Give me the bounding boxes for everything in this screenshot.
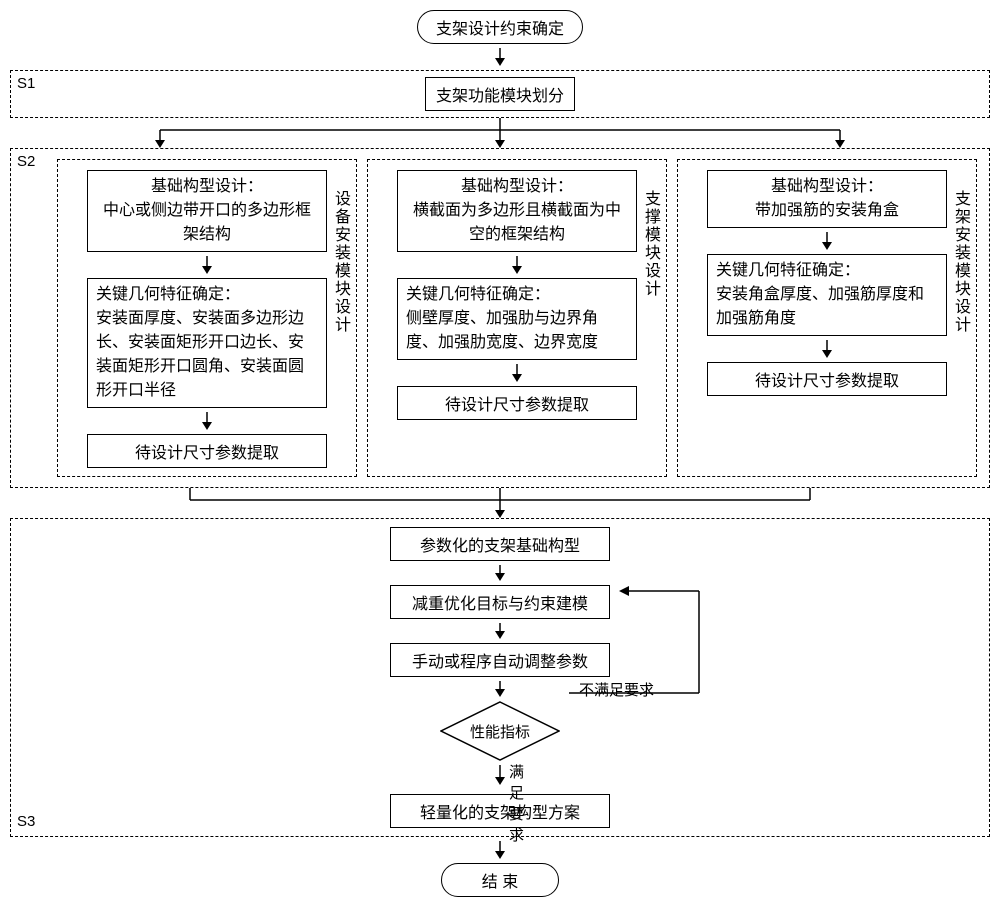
arrow-icon <box>493 623 507 639</box>
stage-s2: S2 设备安装模块设计 基础构型设计： 中心或侧边带开口的多边形框架结构 关键几… <box>10 148 990 488</box>
arrow-icon <box>493 565 507 581</box>
m2-basic: 基础构型设计： 横截面为多边形且横截面为中空的框架结构 <box>397 170 637 252</box>
m2-basic-title: 基础构型设计： <box>461 178 573 195</box>
module-equipment-install: 设备安装模块设计 基础构型设计： 中心或侧边带开口的多边形框架结构 关键几何特征… <box>57 159 357 477</box>
arrow-icon <box>200 412 214 430</box>
m3-extract: 待设计尺寸参数提取 <box>707 362 947 396</box>
arrow-icon <box>510 364 524 382</box>
m2-geom-title: 关键几何特征确定： <box>406 286 550 303</box>
module-3-label: 支架安装模块设计 <box>948 190 972 334</box>
s3-no-label: 不满足要求 <box>579 679 654 700</box>
arrow-icon <box>493 841 507 859</box>
arrow-icon <box>493 765 507 785</box>
m1-geom-title: 关键几何特征确定： <box>96 286 240 303</box>
arrow-icon <box>200 256 214 274</box>
s3-param-config: 参数化的支架基础构型 <box>390 527 610 561</box>
end-terminal: 结 束 <box>441 863 559 897</box>
stage-s3: S3 参数化的支架基础构型 减重优化目标与约束建模 手动或程序自动调整参数 性能… <box>10 518 990 837</box>
m3-geom-title: 关键几何特征确定： <box>716 262 860 279</box>
module-2-label: 支撑模块设计 <box>638 190 662 298</box>
s3-yes-label: 满足要求 <box>509 761 524 845</box>
m1-geom-body: 安装面厚度、安装面多边形边长、安装面矩形开口边长、安装面矩形开口圆角、安装面圆形… <box>96 310 304 399</box>
s3-result: 轻量化的支架构型方案 <box>390 794 610 828</box>
m1-basic-title: 基础构型设计： <box>151 178 263 195</box>
module-support: 支撑模块设计 基础构型设计： 横截面为多边形且横截面为中空的框架结构 关键几何特… <box>367 159 667 477</box>
m3-basic-body: 带加强筋的安装角盒 <box>755 202 899 219</box>
s3-adjust: 手动或程序自动调整参数 <box>390 643 610 677</box>
s1-box: 支架功能模块划分 <box>425 77 575 111</box>
stage-s1-label: S1 <box>17 75 35 92</box>
m1-basic-body: 中心或侧边带开口的多边形框架结构 <box>103 202 311 243</box>
stage-s2-label: S2 <box>17 153 35 170</box>
arrow-icon <box>493 681 507 697</box>
s3-opt-model: 减重优化目标与约束建模 <box>390 585 610 619</box>
module-1-label: 设备安装模块设计 <box>328 190 352 334</box>
m2-geom-body: 侧壁厚度、加强肋与边界角度、加强肋宽度、边界宽度 <box>406 310 598 351</box>
flowchart-container: 支架设计约束确定 S1 支架功能模块划分 S2 <box>10 10 990 897</box>
arrow-icon <box>820 232 834 250</box>
m3-geom: 关键几何特征确定： 安装角盒厚度、加强筋厚度和加强筋角度 <box>707 254 947 336</box>
m2-basic-body: 横截面为多边形且横截面为中空的框架结构 <box>413 202 621 243</box>
m3-geom-body: 安装角盒厚度、加强筋厚度和加强筋角度 <box>716 286 924 327</box>
arrow-icon <box>820 340 834 358</box>
m2-extract: 待设计尺寸参数提取 <box>397 386 637 420</box>
m1-extract: 待设计尺寸参数提取 <box>87 434 327 468</box>
arrow-icon <box>493 48 507 66</box>
stage-s1: S1 支架功能模块划分 <box>10 70 990 118</box>
arrow-icon <box>510 256 524 274</box>
m3-basic: 基础构型设计： 带加强筋的安装角盒 <box>707 170 947 228</box>
m1-geom: 关键几何特征确定： 安装面厚度、安装面多边形边长、安装面矩形开口边长、安装面矩形… <box>87 278 327 408</box>
s3-decision-diamond: 性能指标 <box>440 701 560 761</box>
m3-basic-title: 基础构型设计： <box>771 178 883 195</box>
s3-decision-text: 性能指标 <box>470 721 530 742</box>
module-bracket-install: 支架安装模块设计 基础构型设计： 带加强筋的安装角盒 关键几何特征确定： 安装角… <box>677 159 977 477</box>
m2-geom: 关键几何特征确定： 侧壁厚度、加强肋与边界角度、加强肋宽度、边界宽度 <box>397 278 637 360</box>
start-terminal: 支架设计约束确定 <box>417 10 583 44</box>
m1-basic: 基础构型设计： 中心或侧边带开口的多边形框架结构 <box>87 170 327 252</box>
